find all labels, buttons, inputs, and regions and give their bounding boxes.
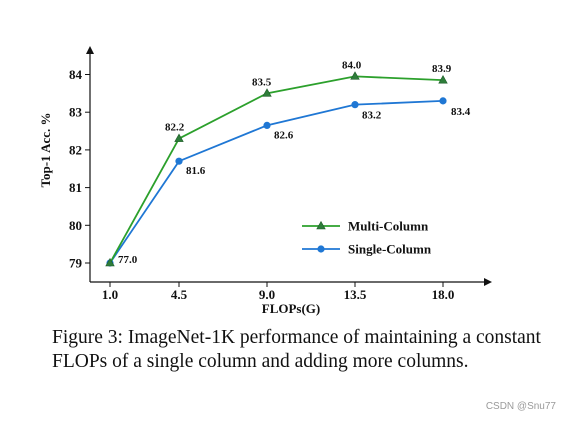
data-label-single: 83.2 [362,110,382,122]
y-axis-arrow [86,46,94,54]
legend-circle-marker [317,245,325,253]
data-label-single: 83.4 [451,106,471,118]
data-label-single: 82.6 [274,129,294,141]
data-point-triangle [105,257,115,267]
y-tick-label: 84 [69,67,83,82]
y-axis-title: Top-1 Acc. % [38,113,53,188]
data-label-single: 81.6 [186,165,206,177]
legend-triangle-marker [316,220,326,230]
data-point-triangle [438,75,448,84]
x-tick-label: 1.0 [102,287,118,302]
data-label-multi: 83.9 [432,63,452,75]
x-tick-label: 4.5 [171,287,188,302]
watermark: CSDN @Snu77 [485,401,556,412]
data-label-single: 77.0 [118,254,138,266]
y-tick-label: 81 [69,180,82,195]
y-tick-label: 80 [69,218,82,233]
data-point-circle [263,121,271,129]
data-label-multi: 84.0 [342,59,362,71]
series-line-multi-column [109,75,444,264]
x-axis-title: FLOPs(G) [262,301,321,316]
y-tick-label: 83 [69,105,83,120]
data-point-circle [439,97,447,105]
legend-label: Multi-Column [348,219,429,234]
data-point-circle [351,101,359,109]
y-tick-label: 79 [69,256,83,271]
data-point-triangle [262,88,272,97]
axes: 1.0 4.5 9.0 13.5 18.0 79 80 81 82 83 84 FLOPs(G) Top… [38,46,492,316]
data-point-triangle [174,133,184,142]
series-line-single-column [109,99,444,264]
x-axis-arrow [484,278,492,286]
line-chart: 1.0 4.5 9.0 13.5 18.0 79 80 81 82 83 84 FLOPs(G) Top… [38,46,492,316]
data-label-multi: 83.5 [252,76,272,88]
legend: Multi-Column Single-Column [302,219,432,257]
x-tick-label: 13.5 [344,287,367,302]
data-point-circle [175,157,183,165]
x-tick-label: 9.0 [259,287,275,302]
data-point-triangle [350,71,360,80]
legend-label: Single-Column [348,242,432,257]
figure-caption: Figure 3: ImageNet-1K performance of mai… [52,327,541,372]
x-tick-label: 18.0 [432,287,455,302]
data-label-multi: 82.2 [165,122,185,134]
series-layer: 82.2 83.5 84.0 83.9 77.0 81.6 82.6 83.2 83.4 [105,59,471,267]
y-tick-label: 82 [69,142,82,157]
